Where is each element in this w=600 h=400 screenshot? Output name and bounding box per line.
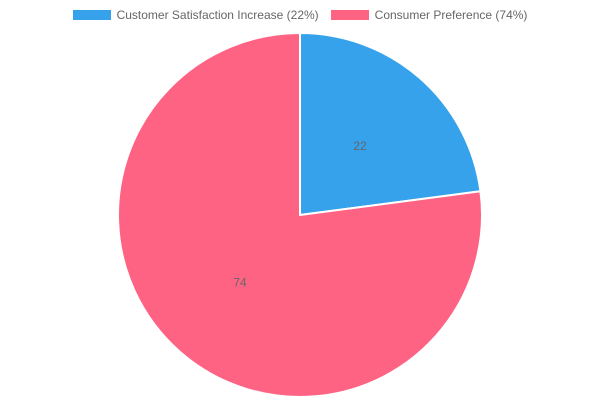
legend-swatch-customer-satisfaction xyxy=(72,10,111,20)
legend-item-consumer-preference[interactable]: Consumer Preference (74%) xyxy=(330,8,528,22)
legend-label-customer-satisfaction: Customer Satisfaction Increase (22%) xyxy=(116,8,319,22)
data-label-consumer-preference: 74 xyxy=(233,276,247,290)
chart-legend: Customer Satisfaction Increase (22%) Con… xyxy=(0,8,600,22)
pie-slices xyxy=(117,31,483,398)
legend-label-consumer-preference: Consumer Preference (74%) xyxy=(374,8,528,22)
legend-item-customer-satisfaction[interactable]: Customer Satisfaction Increase (22%) xyxy=(72,8,319,22)
pie-slice-customer-satisfaction[interactable] xyxy=(299,31,482,217)
pie-labels: 22 74 xyxy=(233,139,367,290)
legend-swatch-consumer-preference xyxy=(330,10,369,20)
data-label-customer-satisfaction: 22 xyxy=(353,139,367,153)
pie-slice-consumer-preference[interactable] xyxy=(117,31,483,398)
